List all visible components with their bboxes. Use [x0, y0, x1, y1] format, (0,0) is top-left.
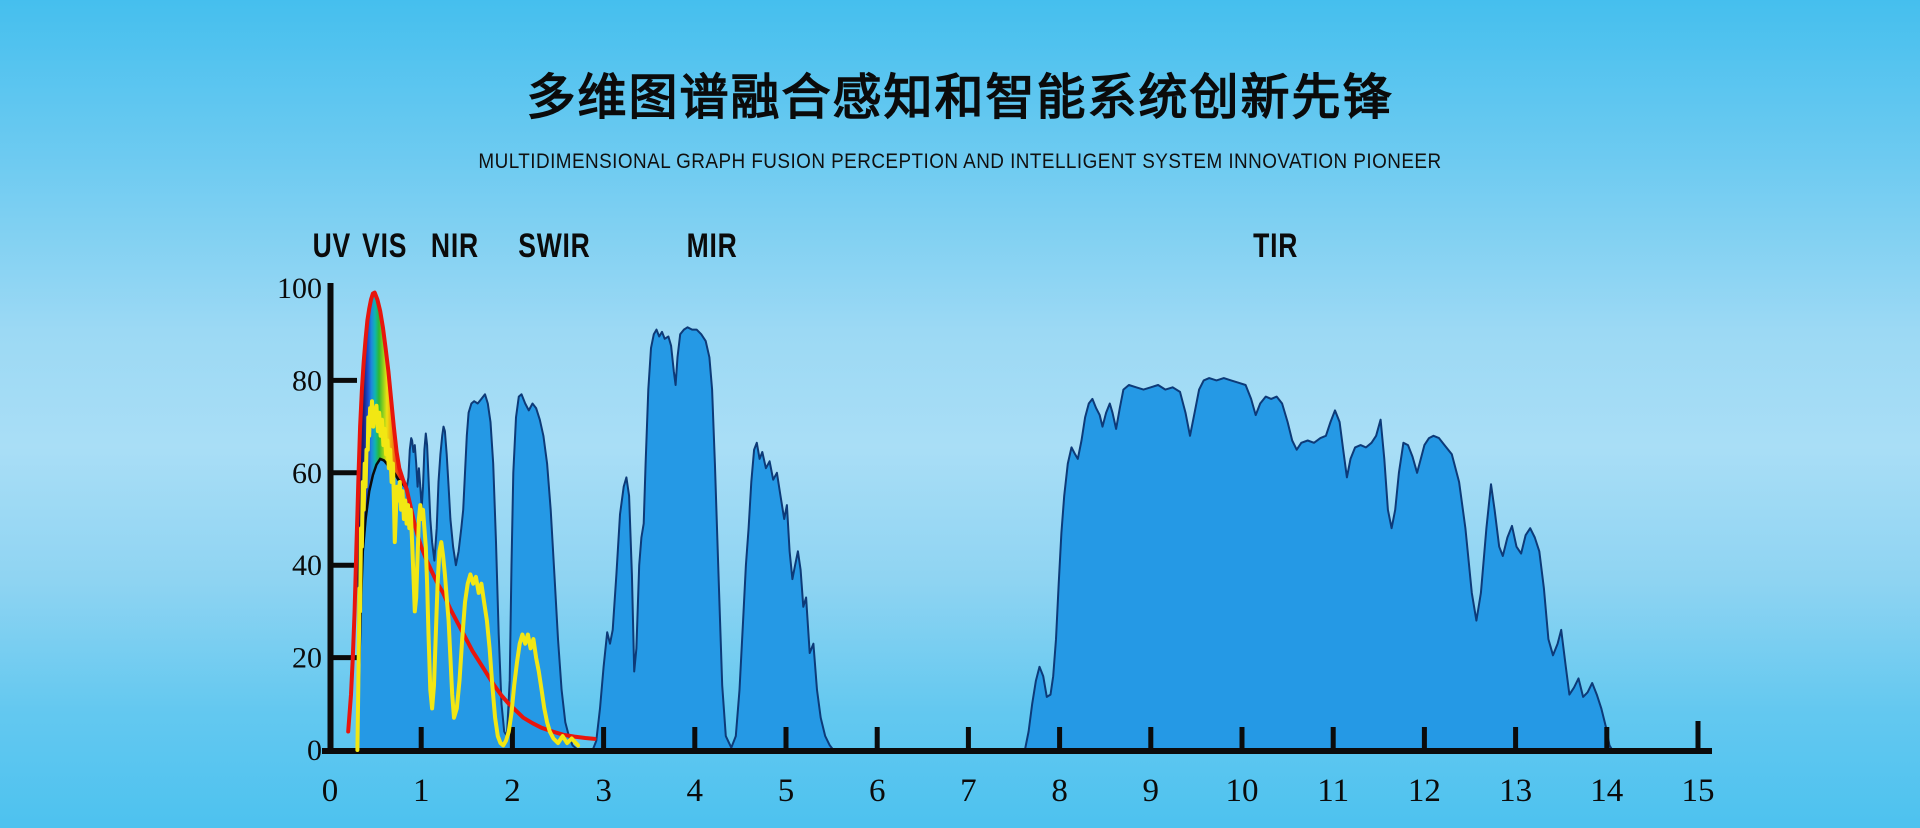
x-tick-label: 13: [1499, 773, 1532, 809]
band-label-vis: VIS: [362, 227, 407, 265]
x-tick-label: 4: [687, 773, 704, 809]
atmospheric-transmission-area: [355, 326, 1614, 751]
band-labels: UV VIS NIR SWIR MIR TIR: [313, 227, 1298, 265]
ground-solar-spectrum-curve: [355, 399, 581, 752]
axes: [322, 283, 1712, 754]
x-tick-label: 9: [1143, 773, 1160, 809]
x-tick-label: 6: [869, 773, 886, 809]
solar-visible-spectrum-peak: [357, 292, 407, 741]
x-tick-label: 2: [504, 773, 521, 809]
x-tick-label: 5: [778, 773, 795, 809]
x-tick-label: 10: [1226, 773, 1259, 809]
x-tick-label: 12: [1408, 773, 1441, 809]
y-tick-label: 40: [292, 549, 322, 582]
y-tick-label: 100: [277, 272, 322, 305]
y-tick-label: 20: [292, 642, 322, 675]
band-label-swir: SWIR: [518, 227, 590, 265]
x-tick-label: 3: [595, 773, 612, 809]
x-tick-label: 7: [960, 773, 977, 809]
x-tick-label: 8: [1051, 773, 1068, 809]
band-label-uv: UV: [313, 227, 351, 265]
x-tick-label: 0: [322, 773, 339, 809]
band-label-mir: MIR: [687, 227, 738, 265]
x-tick-label: 1: [413, 773, 430, 809]
band-label-nir: NIR: [431, 227, 479, 265]
page-subtitle: MULTIDIMENSIONAL GRAPH FUSION PERCEPTION…: [478, 150, 1442, 173]
y-tick-label: 60: [292, 457, 322, 490]
y-tick-label: 80: [292, 364, 322, 397]
y-tick-label: 0: [307, 734, 322, 767]
page-title: 多维图谱融合感知和智能系统创新先锋: [526, 71, 1394, 125]
band-label-tir: TIR: [1253, 227, 1298, 265]
x-tick-label: 14: [1590, 773, 1623, 809]
x-tick-label: 15: [1682, 773, 1715, 809]
x-tick-label: 11: [1317, 773, 1349, 809]
